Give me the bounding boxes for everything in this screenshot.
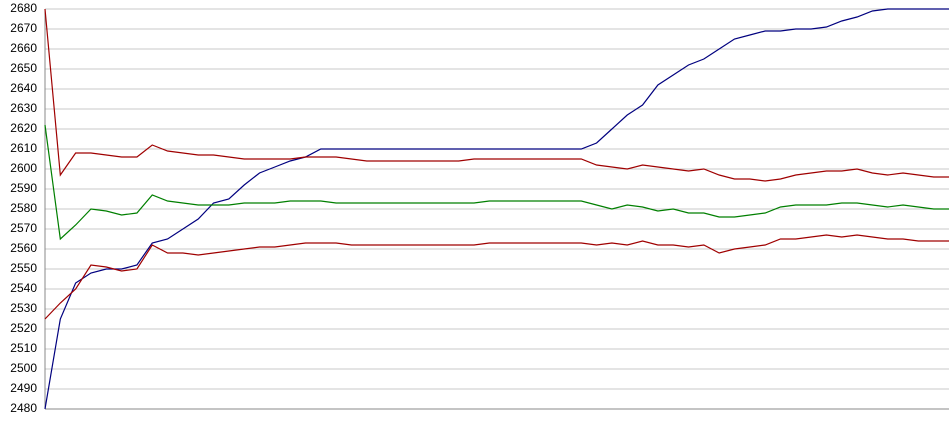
y-tick-label: 2580 bbox=[10, 201, 37, 215]
y-tick-label: 2630 bbox=[10, 101, 37, 115]
y-tick-label: 2640 bbox=[10, 81, 37, 95]
y-tick-label: 2540 bbox=[10, 281, 37, 295]
y-tick-label: 2570 bbox=[10, 221, 37, 235]
y-tick-label: 2550 bbox=[10, 261, 37, 275]
y-tick-label: 2600 bbox=[10, 161, 37, 175]
series-line bbox=[44, 8, 949, 410]
y-tick-label: 2590 bbox=[10, 181, 37, 195]
y-tick-label: 2660 bbox=[10, 41, 37, 55]
y-tick-label: 2500 bbox=[10, 361, 37, 375]
y-tick-label: 2480 bbox=[10, 401, 37, 415]
y-tick-label: 2610 bbox=[10, 141, 37, 155]
y-tick-label: 2620 bbox=[10, 121, 37, 135]
y-tick-label: 2670 bbox=[10, 21, 37, 35]
y-tick-label: 2650 bbox=[10, 61, 37, 75]
series-line bbox=[44, 234, 949, 320]
y-tick-label: 2680 bbox=[10, 1, 37, 15]
y-tick-label: 2530 bbox=[10, 301, 37, 315]
y-tick-label: 2560 bbox=[10, 241, 37, 255]
y-tick-label: 2510 bbox=[10, 341, 37, 355]
series-line bbox=[44, 124, 949, 241]
y-tick-label: 2490 bbox=[10, 381, 37, 395]
y-tick-label: 2520 bbox=[10, 321, 37, 335]
series-line bbox=[44, 8, 949, 182]
